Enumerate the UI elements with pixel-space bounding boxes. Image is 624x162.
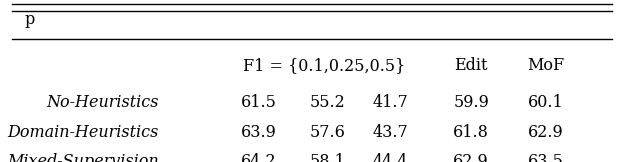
Text: 61.5: 61.5	[241, 94, 277, 110]
Text: 62.9: 62.9	[453, 153, 489, 162]
Text: 63.9: 63.9	[241, 124, 277, 140]
Text: 41.7: 41.7	[372, 94, 408, 110]
Text: Edit: Edit	[454, 57, 488, 74]
Text: 57.6: 57.6	[310, 124, 346, 140]
Text: 43.7: 43.7	[372, 124, 408, 140]
Text: MoF: MoF	[527, 57, 565, 74]
Text: 64.2: 64.2	[241, 153, 277, 162]
Text: F1 = {0.1,0.25,0.5}: F1 = {0.1,0.25,0.5}	[243, 57, 406, 74]
Text: 44.4: 44.4	[373, 153, 407, 162]
Text: p: p	[25, 11, 35, 28]
Text: 60.1: 60.1	[528, 94, 564, 110]
Text: 61.8: 61.8	[453, 124, 489, 140]
Text: 62.9: 62.9	[528, 124, 564, 140]
Text: 58.1: 58.1	[310, 153, 346, 162]
Text: 59.9: 59.9	[453, 94, 489, 110]
Text: 55.2: 55.2	[310, 94, 346, 110]
Text: No-Heuristics: No-Heuristics	[47, 94, 159, 110]
Text: 63.5: 63.5	[528, 153, 564, 162]
Text: Domain-Heuristics: Domain-Heuristics	[7, 124, 159, 140]
Text: Mixed-Supervision: Mixed-Supervision	[7, 153, 159, 162]
